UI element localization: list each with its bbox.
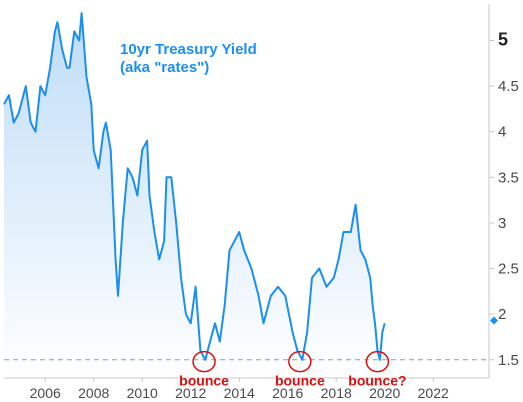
y-tick-label: 3 [498, 215, 506, 232]
x-tick-label: 2018 [321, 385, 352, 401]
y-tick-label: 3.5 [498, 169, 519, 186]
y-tick-label: 1.5 [498, 352, 519, 369]
x-tick-label: 2012 [175, 385, 206, 401]
x-tick-label: 2022 [418, 385, 449, 401]
x-tick-label: 2020 [369, 385, 400, 401]
x-axis-ticks: 2006 2008 2010 2012 2014 2016 2018 2020 2022 [30, 378, 449, 401]
x-tick-label: 2006 [30, 385, 61, 401]
last-value-marker [490, 316, 498, 325]
bounce-circle [192, 350, 216, 373]
x-tick-label: 2010 [127, 385, 158, 401]
series-area-fill [4, 13, 385, 378]
bounce-annotations: bounce bounce bounce? [179, 350, 407, 389]
y-tick-label: 4.5 [498, 78, 519, 95]
y-axis-ticks: 1.5 2 2.5 3 3.5 4 4.5 5 [489, 29, 519, 369]
x-tick-label: 2014 [224, 385, 255, 401]
bounce-label: bounce [179, 373, 229, 389]
y-tick-label: 2 [498, 306, 506, 323]
chart-title-line-2: (aka "rates") [120, 59, 209, 76]
x-tick-label: 2008 [78, 385, 109, 401]
bounce-circle [365, 350, 390, 373]
series-line-10yr-yield [3, 12, 386, 361]
chart-title-line-1: 10yr Treasury Yield [120, 41, 257, 58]
y-tick-label: 5 [498, 29, 508, 49]
bounce-label: bounce? [348, 373, 406, 389]
plot-area [3, 12, 489, 378]
y-tick-label: 2.5 [498, 261, 519, 278]
x-tick-label: 2016 [272, 385, 303, 401]
bounce-circle [288, 350, 312, 373]
bounce-label: bounce [275, 373, 325, 389]
y-tick-label: 4 [498, 124, 506, 141]
